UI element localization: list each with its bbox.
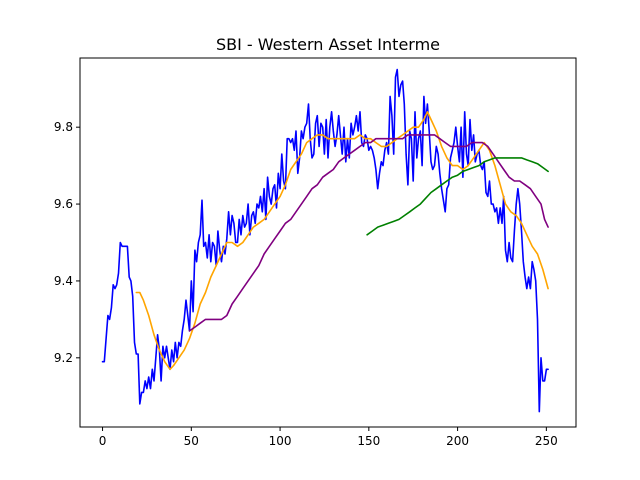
y-axis: 9.2 9.4 9.6 9.8 (54, 120, 80, 365)
series-line-orange (135, 111, 549, 371)
chart-title: SBI - Western Asset Interme (216, 35, 440, 54)
plot-area-frame (79, 57, 577, 428)
x-axis: 0 50 100 150 200 250 (99, 427, 558, 448)
series-line-green (366, 157, 549, 236)
series-line-purple (188, 134, 549, 332)
x-tick-label: 0 (99, 434, 107, 448)
x-tick-label: 150 (357, 434, 380, 448)
y-tick-label: 9.8 (54, 120, 73, 134)
x-tick-label: 50 (184, 434, 199, 448)
series-line-blue (101, 68, 549, 413)
x-tick-label: 250 (535, 434, 558, 448)
x-tick-label: 200 (446, 434, 469, 448)
y-tick-label: 9.2 (54, 351, 73, 365)
y-tick-label: 9.6 (54, 197, 73, 211)
x-tick-label: 100 (269, 434, 292, 448)
y-tick-label: 9.4 (54, 274, 73, 288)
series-group (101, 68, 549, 413)
